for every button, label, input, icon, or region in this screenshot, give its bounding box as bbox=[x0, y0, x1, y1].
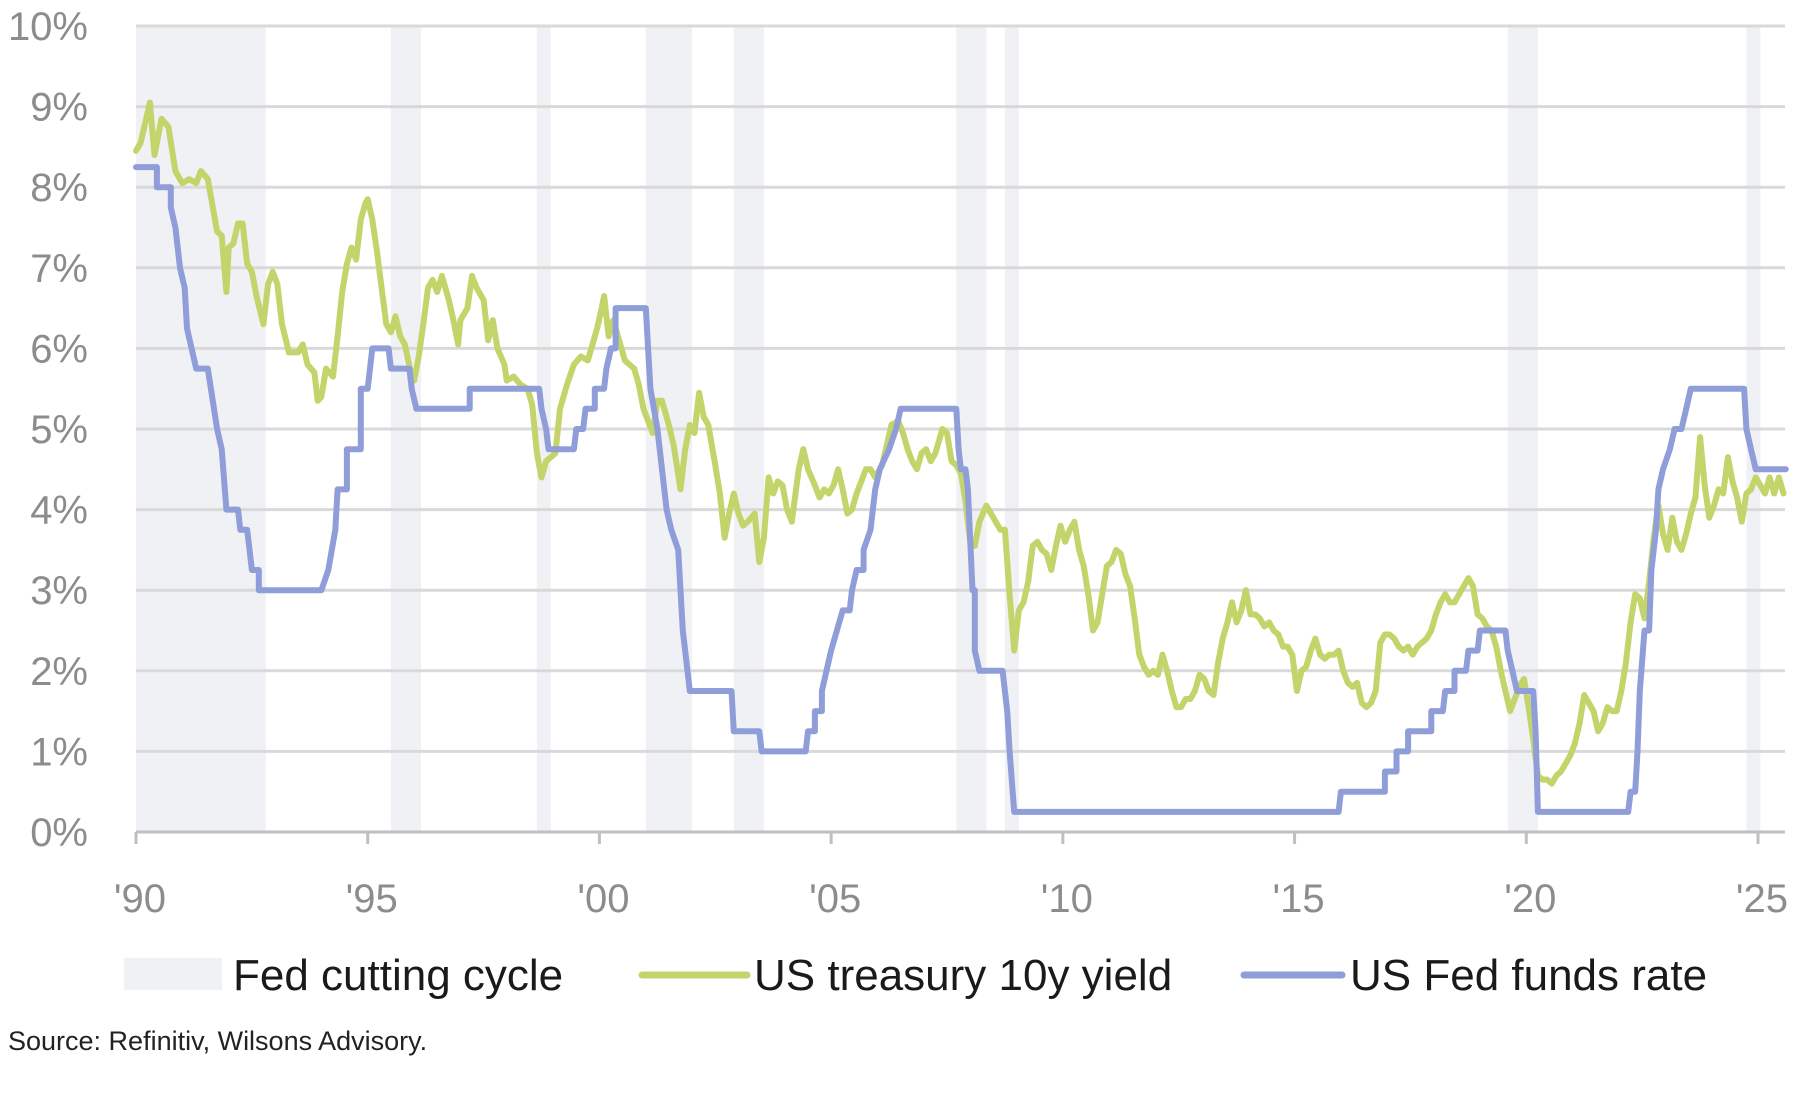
y-tick-label: 5% bbox=[30, 408, 88, 452]
y-tick-label: 2% bbox=[30, 650, 88, 694]
x-tick-label: '95 bbox=[346, 877, 398, 921]
x-axis bbox=[134, 830, 1785, 844]
series-line-us-fed-funds-rate bbox=[133, 164, 1789, 815]
x-tick-label: '00 bbox=[577, 877, 629, 921]
y-tick-label: 7% bbox=[30, 247, 88, 291]
legend-label-us-fed-funds-rate: US Fed funds rate bbox=[1350, 951, 1707, 1000]
legend: Fed cutting cycle US treasury 10y yield … bbox=[124, 951, 1707, 1000]
y-tick-label: 3% bbox=[30, 569, 88, 613]
legend-label-fed-cutting-cycle: Fed cutting cycle bbox=[233, 951, 563, 1000]
x-tick-label: '05 bbox=[809, 877, 861, 921]
y-tick-label: 4% bbox=[30, 489, 88, 533]
source-note: Source: Refinitiv, Wilsons Advisory. bbox=[8, 1026, 428, 1056]
x-tick-label: '20 bbox=[1504, 877, 1556, 921]
y-axis-tick-labels: 0% 1% 2% 3% 4% 5% 6% 7% 8% 9% 10% bbox=[8, 5, 88, 855]
y-tick-label: 10% bbox=[8, 5, 88, 49]
grid-lines bbox=[136, 24, 1785, 753]
series-lines bbox=[133, 99, 1789, 815]
y-tick-label: 6% bbox=[30, 327, 88, 371]
y-tick-label: 8% bbox=[30, 166, 88, 210]
series-line-us-treasury-10y-yield bbox=[133, 99, 1787, 787]
y-tick-label: 1% bbox=[30, 730, 88, 774]
x-tick-label: '15 bbox=[1273, 877, 1325, 921]
y-tick-label: 0% bbox=[30, 811, 88, 855]
x-tick-label: '10 bbox=[1041, 877, 1093, 921]
legend-label-us-treasury-10y-yield: US treasury 10y yield bbox=[754, 951, 1172, 1000]
x-tick-label: '25 bbox=[1736, 877, 1788, 921]
x-axis-tick-labels: '90 '95 '00 '05 '10 '15 '20 '25 bbox=[114, 877, 1788, 921]
x-tick-label: '90 bbox=[114, 877, 166, 921]
legend-swatch-fed-cutting-cycle bbox=[124, 958, 222, 990]
y-tick-label: 9% bbox=[30, 86, 88, 130]
